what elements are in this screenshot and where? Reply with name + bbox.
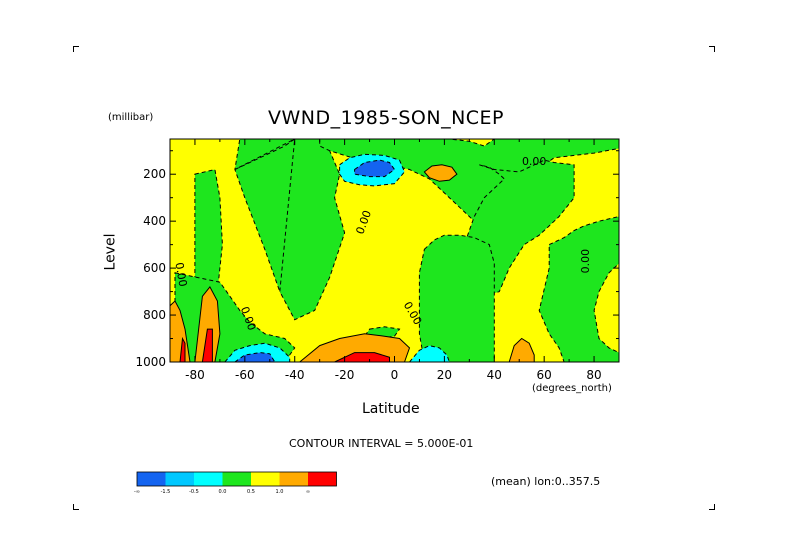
corner-mark-top-left — [73, 46, 79, 52]
y-tick-label: 400 — [143, 214, 166, 228]
contour-regions — [170, 139, 619, 362]
contour-label: 0.00 — [522, 155, 547, 168]
colorbar-label: ∞ — [306, 489, 310, 495]
colorbar-label: -0.5 — [189, 489, 199, 495]
units-label: (millibar) — [108, 112, 154, 123]
x-tick-label: 20 — [437, 368, 452, 382]
colorbar-label: 1.0 — [276, 489, 284, 495]
x-tick-label: -20 — [335, 368, 355, 382]
colorbar-label: 0.5 — [247, 489, 255, 495]
corner-mark-top-right — [709, 46, 715, 52]
colorbar-label: -∞ — [134, 489, 140, 495]
y-tick-label: 200 — [143, 167, 166, 181]
y-tick-label: 1000 — [135, 355, 166, 369]
x-tick-label: 80 — [586, 368, 601, 382]
contour-region-16 — [179, 336, 186, 362]
colorbar-swatch — [279, 472, 308, 486]
x-tick-label: -40 — [285, 368, 305, 382]
contour-region-4 — [234, 139, 295, 170]
y-axis-label: Level — [102, 233, 119, 271]
contour-region-12 — [194, 285, 221, 362]
x-tick-label: -60 — [235, 368, 255, 382]
contour-region-3 — [234, 139, 296, 312]
y-tick-label: 600 — [143, 261, 166, 275]
colorbar-label: -1.5 — [161, 489, 171, 495]
x-tick-label: -80 — [185, 368, 205, 382]
contour-label: 0.00 — [172, 261, 189, 287]
contour-region-8 — [538, 215, 619, 362]
colorbar-swatch — [251, 472, 280, 486]
x-tick-label: 40 — [487, 368, 502, 382]
x-tick-label: 0 — [391, 368, 399, 382]
contour-region-5 — [279, 139, 346, 321]
x-tick-label: 60 — [537, 368, 552, 382]
contour-region-22 — [354, 159, 396, 178]
x-ticks: -80 -60 -40 -20 0 20 40 60 80 — [169, 139, 620, 382]
corner-mark-bottom-left — [73, 504, 79, 510]
contour-region-14 — [423, 164, 458, 182]
y-ticks: 200 400 600 800 1000 — [135, 150, 619, 369]
contour-interval-note: CONTOUR INTERVAL = 5.000E-01 — [289, 437, 474, 450]
contour-region-18 — [334, 352, 390, 362]
colorbar-swatch — [308, 472, 337, 486]
contour-region-9 — [418, 234, 495, 362]
colorbar-border — [136, 471, 337, 487]
chart-title: VWND_1985-SON_NCEP — [268, 107, 505, 129]
colorbar-swatch — [222, 472, 251, 486]
contour-region-21 — [408, 345, 450, 362]
colorbar: -∞ -1.5 -0.5 0.0 0.5 1.0 ∞ — [134, 471, 337, 495]
colorbar-swatch — [194, 472, 223, 486]
colorbar-label: 0.0 — [219, 489, 227, 495]
y-tick-label: 800 — [143, 308, 166, 322]
contour-region-15 — [508, 337, 535, 362]
colorbar-swatch — [165, 472, 194, 486]
mean-longitude-note: (mean) lon:0..357.5 — [491, 475, 601, 488]
corner-mark-bottom-right — [709, 504, 715, 510]
contour-region-17 — [201, 328, 213, 362]
x-axis-units: (degrees_north) — [532, 383, 612, 394]
contour-label: 0.00 — [579, 249, 592, 274]
x-axis-label: Latitude — [362, 401, 420, 417]
colorbar-swatch — [137, 472, 166, 486]
